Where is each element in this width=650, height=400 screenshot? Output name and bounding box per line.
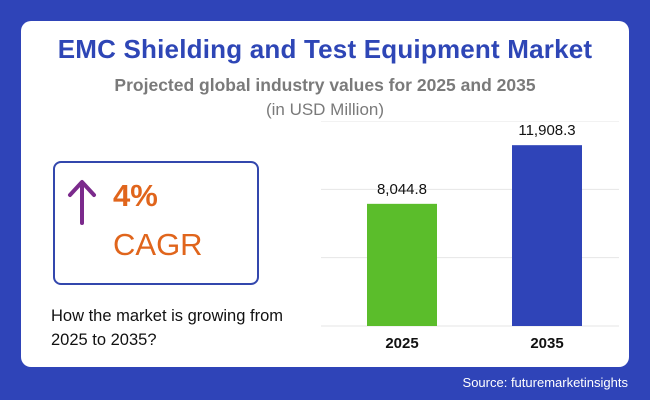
cagr-box: 4% CAGR [53,161,259,285]
x-tick-label-2035: 2035 [530,335,563,352]
cagr-value: 4% [113,178,158,213]
source-note: Source: futuremarketinsights [462,375,628,390]
data-label-2035: 11,908.3 [518,122,575,139]
bar-chart: 8,044.8 2025 11,908.3 2035 [321,121,619,352]
page-title: EMC Shielding and Test Equipment Market [57,34,593,64]
arrow-up-icon [68,180,96,225]
x-tick-label-2025: 2025 [385,335,418,352]
cagr-label: CAGR [113,227,203,262]
bar-2025 [367,203,437,326]
unit-label: (in USD Million) [265,100,385,119]
growth-question: How the market is growing from 2025 to 2… [51,307,283,349]
data-label-2025: 8,044.8 [377,181,427,198]
content-card: EMC Shielding and Test Equipment Market … [21,21,629,367]
bar-2035 [512,145,582,326]
page-subtitle: Projected global industry values for 202… [114,75,536,95]
